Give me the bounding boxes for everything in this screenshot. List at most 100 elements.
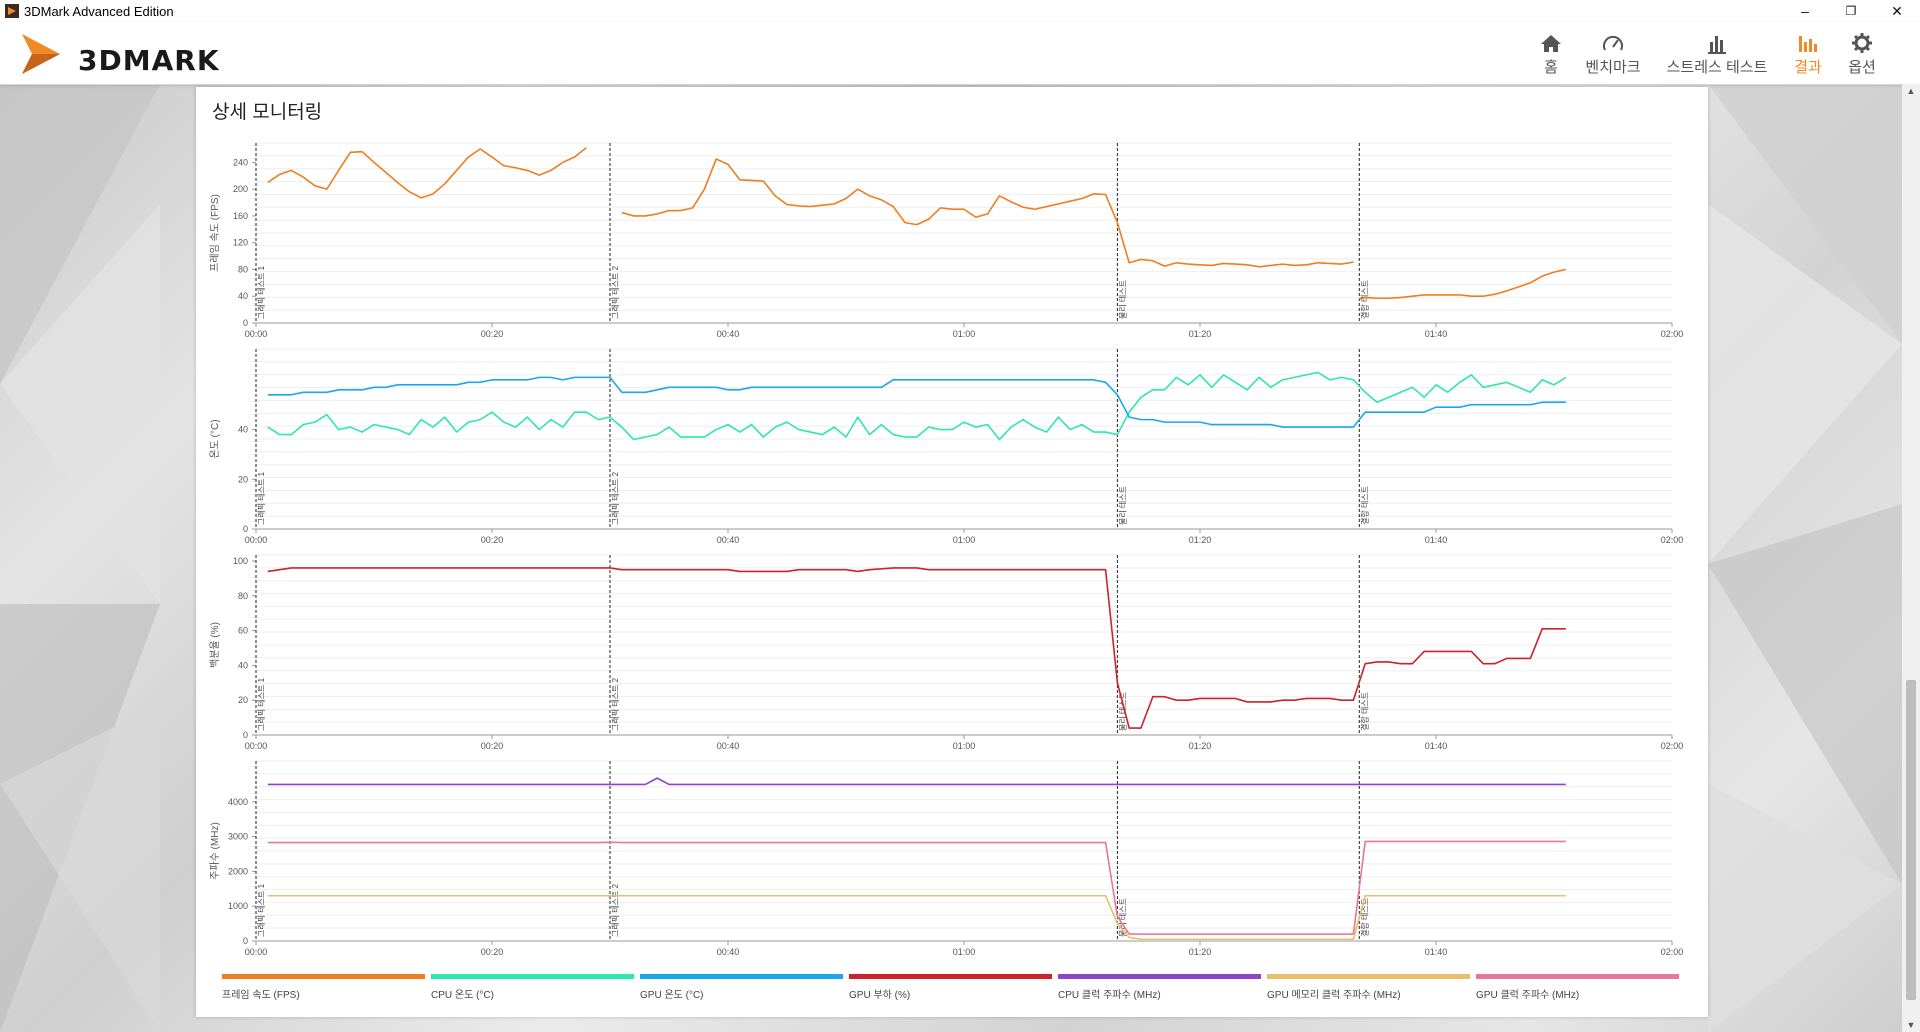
x-tick-label: 01:00 (953, 329, 976, 339)
y-tick-label: 80 (238, 591, 248, 601)
x-tick-label: 00:20 (481, 947, 504, 957)
test-marker-label: 그래픽 테스트 2 (610, 883, 620, 937)
y-axis-label: 백분율 (%) (209, 622, 221, 668)
legend-item[interactable]: CPU 온도 (°C) (431, 974, 634, 1004)
test-marker-label: 그래픽 테스트 1 (256, 677, 266, 731)
series-line-gpu-clock (267, 840, 1566, 935)
test-marker-label: 결합 테스트 (1359, 486, 1369, 525)
legend-label: GPU 클럭 주파수 (MHz) (1476, 990, 1580, 1001)
series-line-gpu-temp (267, 376, 1566, 428)
test-marker-label: 결합 테스트 (1359, 280, 1369, 319)
app-icon (5, 4, 19, 18)
legend-item[interactable]: CPU 클럭 주파수 (MHz) (1058, 974, 1261, 1004)
x-tick-label: 00:00 (245, 741, 268, 751)
test-marker-label: 물리 테스트 (1118, 898, 1127, 937)
maximize-button[interactable]: ❐ (1845, 4, 1857, 18)
nav-stress-test[interactable]: 스트레스 테스트 (1660, 22, 1774, 84)
x-tick-label: 00:40 (717, 947, 740, 957)
x-tick-label: 02:00 (1661, 535, 1684, 545)
logo-text: 3DMARK (78, 44, 220, 77)
scroll-thumb[interactable] (1906, 680, 1916, 1000)
test-marker-label: 그래픽 테스트 2 (610, 677, 620, 731)
x-tick-label: 01:00 (953, 947, 976, 957)
y-tick-label: 40 (238, 660, 248, 670)
legend-swatch (849, 974, 1052, 979)
bar-chart-icon (1708, 36, 1726, 54)
legend-item[interactable]: GPU 메모리 클럭 주파수 (MHz) (1267, 974, 1470, 1004)
x-tick-label: 00:20 (481, 329, 504, 339)
legend-label: GPU 메모리 클럭 주파수 (MHz) (1267, 990, 1401, 1001)
x-tick-label: 00:00 (245, 535, 268, 545)
nav-home[interactable]: 홈 (1528, 22, 1574, 84)
scroll-down-arrow-icon[interactable]: ▼ (1906, 1020, 1916, 1030)
x-tick-label: 01:40 (1425, 741, 1448, 751)
x-tick-label: 00:20 (481, 535, 504, 545)
nav-stress-test-label: 스트레스 테스트 (1666, 59, 1768, 76)
legend-item[interactable]: GPU 부하 (%) (849, 974, 1052, 1004)
card-title: 상세 모니터링 (212, 102, 323, 123)
y-tick-label: 2000 (228, 866, 248, 876)
scroll-up-arrow-icon[interactable]: ▲ (1906, 86, 1916, 96)
y-tick-label: 20 (238, 695, 248, 705)
legend-label: CPU 온도 (°C) (431, 990, 494, 1001)
y-axis-label: 온도 (°C) (209, 419, 221, 458)
nav-benchmark-label: 벤치마크 (1585, 59, 1641, 76)
x-tick-label: 00:20 (481, 741, 504, 751)
close-button[interactable]: ✕ (1891, 3, 1903, 19)
test-marker-label: 그래픽 테스트 1 (256, 265, 266, 319)
x-tick-label: 01:40 (1425, 535, 1448, 545)
gear-icon (1852, 33, 1872, 53)
x-tick-label: 01:40 (1425, 947, 1448, 957)
series-line-fps (621, 158, 1119, 226)
x-tick-label: 01:20 (1189, 947, 1212, 957)
y-tick-label: 20 (238, 474, 248, 484)
y-tick-label: 1000 (228, 901, 248, 911)
speedometer-icon (1603, 35, 1623, 51)
series-line-cpu-temp (267, 371, 1567, 441)
y-axis-label: 프레임 속도 (FPS) (208, 194, 221, 272)
test-marker-label: 그래픽 테스트 1 (256, 883, 266, 937)
legend-swatch (431, 974, 634, 979)
vertical-scrollbar[interactable]: ▲ ▼ (1902, 84, 1920, 1032)
x-tick-label: 00:40 (717, 741, 740, 751)
logo-arrow-icon (22, 34, 60, 74)
legend-item[interactable]: 프레임 속도 (FPS) (222, 974, 425, 1004)
test-marker-label: 그래픽 테스트 2 (610, 265, 620, 319)
test-marker-label: 결합 테스트 (1359, 692, 1369, 731)
legend-swatch (1476, 974, 1679, 979)
minimize-button[interactable]: – (1801, 3, 1809, 19)
home-icon (1541, 35, 1561, 52)
legend-label: 프레임 속도 (FPS) (222, 990, 300, 1001)
x-tick-label: 02:00 (1661, 329, 1684, 339)
nav-results-label: 결과 (1794, 59, 1822, 76)
test-marker-label: 그래픽 테스트 2 (610, 471, 620, 525)
y-tick-label: 0 (243, 524, 248, 534)
nav-home-label: 홈 (1544, 59, 1558, 76)
x-tick-label: 01:20 (1189, 329, 1212, 339)
nav-results[interactable]: 결과 (1788, 22, 1828, 84)
x-tick-label: 00:00 (245, 947, 268, 957)
series-line-cpu-clock (267, 777, 1566, 786)
series-line-fps (267, 147, 587, 199)
legend-swatch (222, 974, 425, 979)
series-line-fps (1116, 222, 1354, 268)
legend-item[interactable]: GPU 클럭 주파수 (MHz) (1476, 974, 1679, 1004)
title-bar: 3DMark Advanced Edition – ❐ ✕ (0, 0, 1920, 22)
x-tick-label: 02:00 (1661, 741, 1684, 751)
legend-label: GPU 온도 (°C) (640, 990, 704, 1001)
legend-label: CPU 클럭 주파수 (MHz) (1058, 990, 1161, 1001)
x-tick-label: 01:20 (1189, 535, 1212, 545)
x-tick-label: 00:40 (717, 535, 740, 545)
background-pattern (0, 84, 1902, 1032)
window-title: 3DMark Advanced Edition (24, 4, 174, 19)
nav-benchmark[interactable]: 벤치마크 (1580, 22, 1646, 84)
3dmark-logo[interactable]: 3DMARK (18, 30, 228, 78)
x-tick-label: 00:40 (717, 329, 740, 339)
nav-options[interactable]: 옵션 (1842, 22, 1882, 84)
x-tick-label: 02:00 (1661, 947, 1684, 957)
test-marker-label: 물리 테스트 (1118, 486, 1127, 525)
legend-item[interactable]: GPU 온도 (°C) (640, 974, 843, 1004)
app-header: 3DMARK 홈 벤치마크 스트레스 테스트 결과 (0, 22, 1920, 85)
y-axis-label: 주파수 (MHz) (209, 822, 221, 880)
